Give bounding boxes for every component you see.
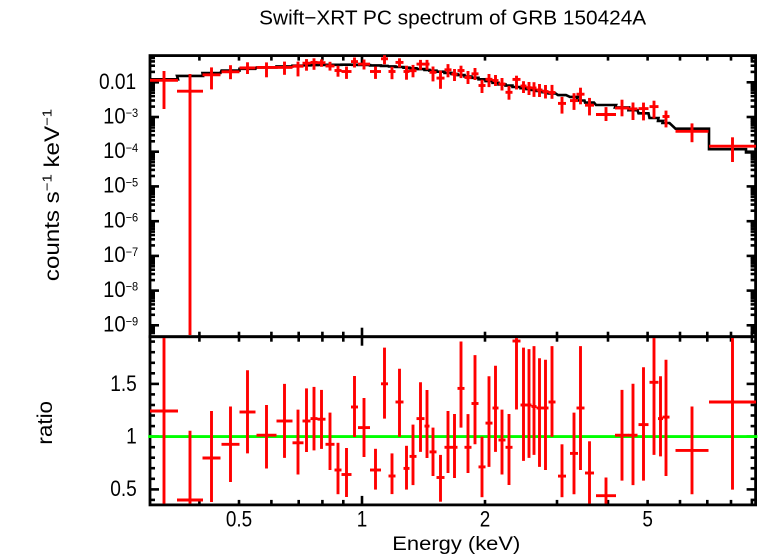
svg-text:1: 1 — [126, 424, 137, 449]
svg-text:2: 2 — [480, 507, 491, 532]
svg-text:0.5: 0.5 — [226, 507, 252, 532]
svg-text:1.5: 1.5 — [110, 372, 137, 397]
svg-text:0.01: 0.01 — [99, 70, 136, 95]
svg-text:Energy (keV): Energy (keV) — [392, 534, 520, 555]
svg-text:Swift−XRT PC spectrum of GRB 1: Swift−XRT PC spectrum of GRB 150424A — [259, 8, 647, 30]
svg-text:ratio: ratio — [33, 401, 57, 445]
svg-text:counts s−1 keV−1: counts s−1 keV−1 — [39, 109, 63, 281]
svg-text:5: 5 — [642, 507, 653, 532]
svg-text:0.5: 0.5 — [110, 477, 137, 502]
svg-text:1: 1 — [357, 507, 368, 532]
